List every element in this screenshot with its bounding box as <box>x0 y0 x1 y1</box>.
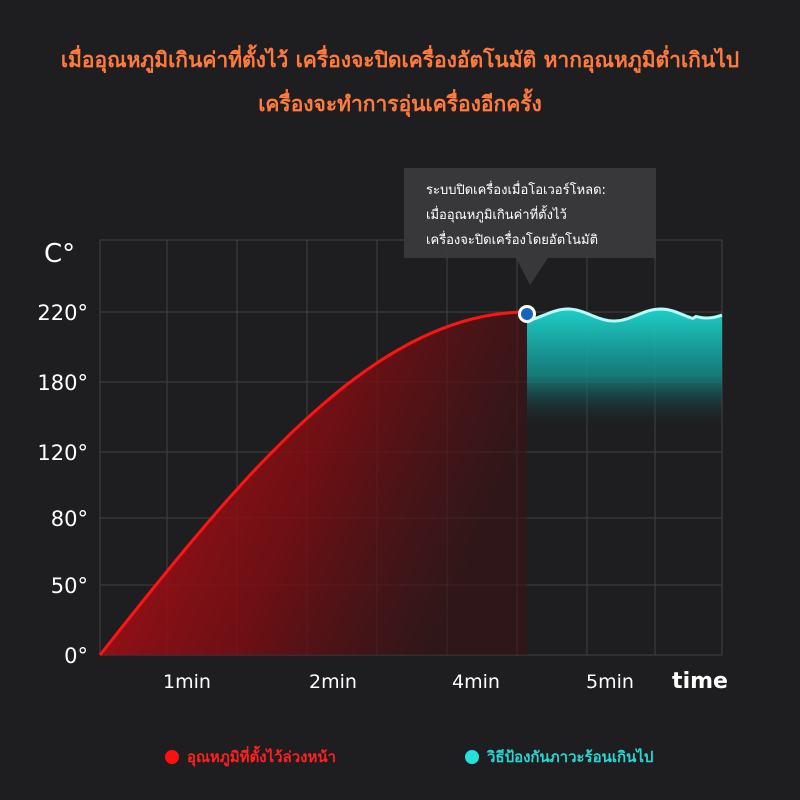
headline-line-1: เมื่ออุณหภูมิเกินค่าที่ตั้งไว้ เครื่องจะ… <box>60 48 740 72</box>
x-axis-label: time <box>672 669 728 694</box>
tooltip-line-1: ระบบปิดเครื่องเมื่อโอเวอร์โหลด: <box>426 181 606 198</box>
y-axis-label: C° <box>44 239 75 269</box>
headline-line-2: เครื่องจะทำการอุ่นเครื่องอีกครั้ง <box>258 92 542 116</box>
heating-line <box>98 310 528 656</box>
x-tick-label: 5min <box>586 671 634 693</box>
y-tick-label: 120° <box>37 441 88 465</box>
y-tick-label: 80° <box>51 507 88 531</box>
legend-red-dot-icon <box>165 750 179 764</box>
tooltip-box: ระบบปิดเครื่องเมื่อโอเวอร์โหลด: เมื่ออุณ… <box>404 168 656 285</box>
x-tick-label: 1min <box>163 671 211 693</box>
x-tick-label: 2min <box>309 671 357 693</box>
x-tick-label: 4min <box>452 671 500 693</box>
legend-label-preset: อุณหภูมิที่ตั้งไว้ล่วงหน้า <box>187 748 337 766</box>
y-tick-label: 50° <box>51 574 88 598</box>
y-tick-label: 0° <box>64 644 88 668</box>
legend-item-preset: อุณหภูมิที่ตั้งไว้ล่วงหน้า <box>165 745 336 769</box>
y-tick-label: 220° <box>37 301 88 325</box>
protection-line <box>526 307 723 323</box>
legend-label-protection: วิธีป้องกันภาวะร้อนเกินไป <box>487 748 654 766</box>
chart-ticks: C° 0° 50° 80° 120° 180° 220° 1min 2min 4min 5min ti… <box>37 239 728 694</box>
legend-teal-dot-icon <box>465 750 479 764</box>
chart-areas <box>98 307 723 656</box>
legend-item-protection: วิธีป้องกันภาวะร้อนเกินไป <box>465 745 653 769</box>
chart-marker <box>518 305 536 323</box>
tooltip-line-2: เมื่ออุณหภูมิเกินค่าที่ตั้งไว้ <box>426 205 567 223</box>
tooltip-line-3: เครื่องจะปิดเครื่องโดยอัตโนมัติ <box>426 231 598 248</box>
protection-area <box>527 309 722 430</box>
transition-marker-dot <box>521 308 533 320</box>
heating-area <box>100 312 527 655</box>
y-tick-label: 180° <box>37 371 88 395</box>
